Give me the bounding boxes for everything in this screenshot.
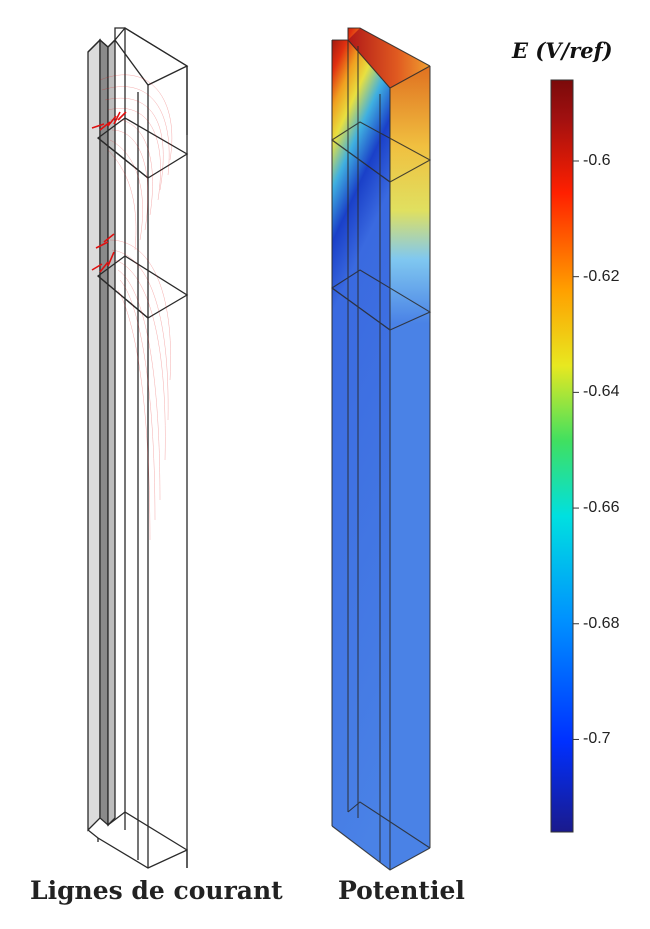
colorbar-tick-label: -0.6 (583, 151, 611, 169)
colorbar-tick-label: -0.68 (583, 614, 620, 632)
colorbar-tick-label: -0.62 (583, 267, 620, 285)
potential-model (331, 27, 432, 871)
caption-current-lines: Lignes de courant (30, 876, 283, 905)
colorbar-tick-label: -0.7 (583, 730, 611, 748)
caption-potential: Potentiel (338, 876, 465, 905)
colorbar-ticks (573, 160, 579, 740)
colorbar-title: E (V/ref) (512, 38, 613, 63)
colorbar-tick-label: -0.64 (583, 383, 620, 401)
colorbar-gradient (550, 79, 574, 833)
current-lines-model (87, 27, 189, 869)
colorbar-tick-label: -0.66 (583, 499, 620, 517)
streamline-arrows (91, 111, 127, 273)
